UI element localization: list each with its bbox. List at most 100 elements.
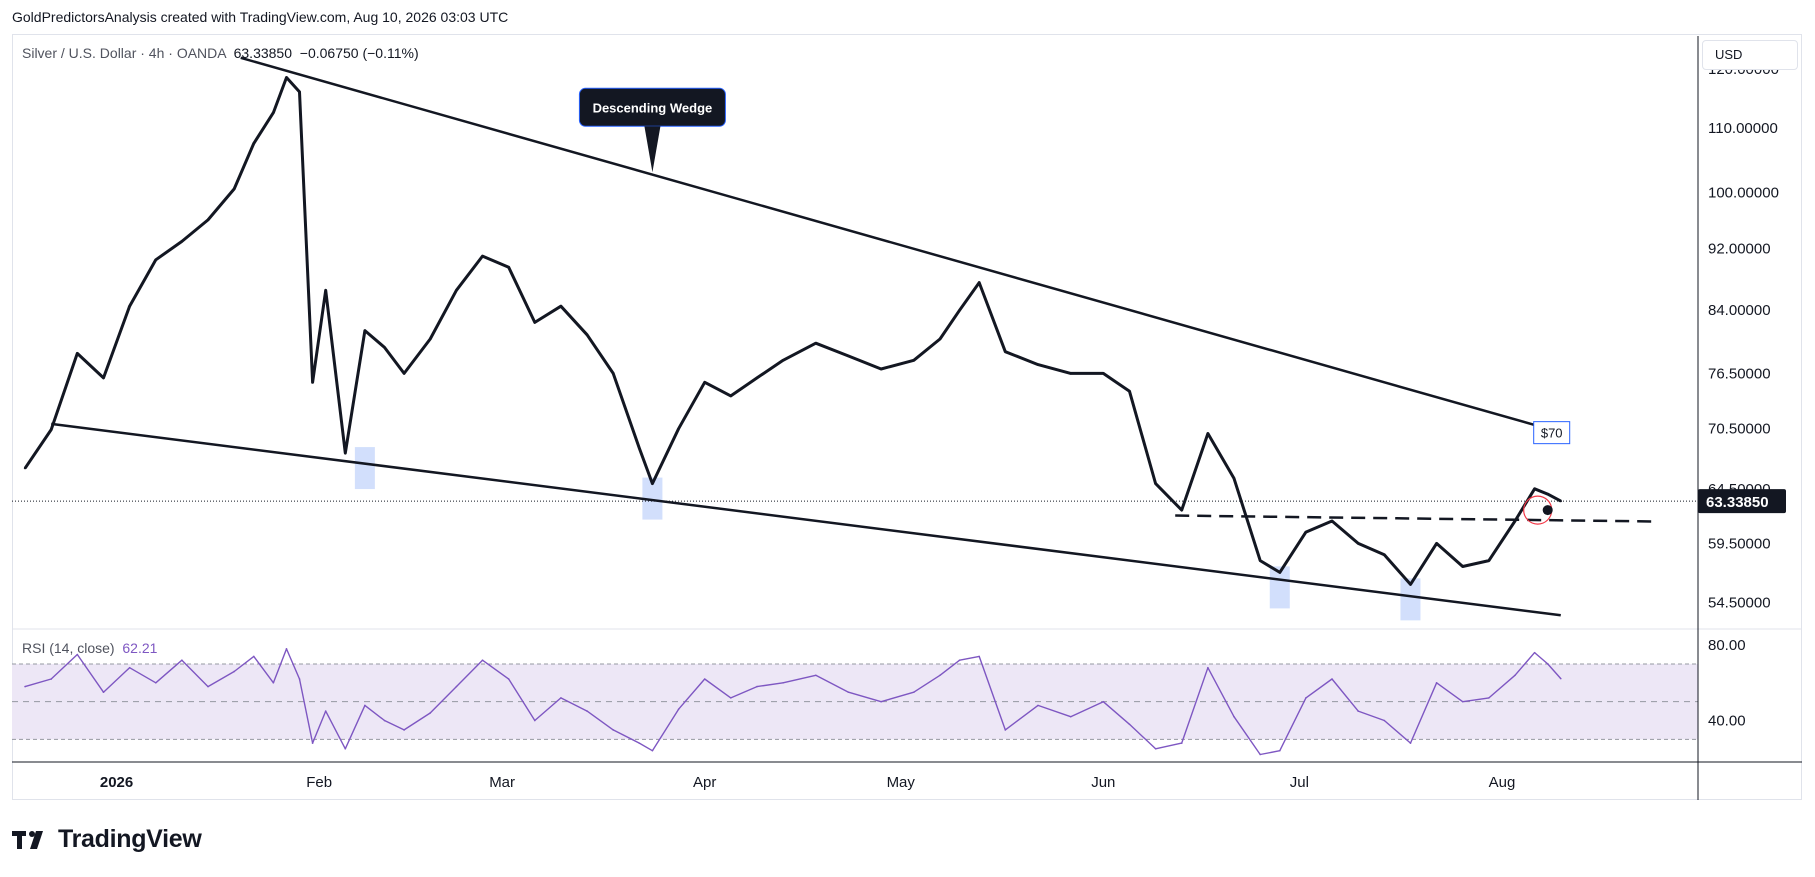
price-point [76,352,79,355]
rsi-point [311,742,314,744]
price-point [1487,559,1491,562]
rsi-layer [24,648,1562,756]
price-point [363,329,367,332]
rsi-legend[interactable]: RSI (14, close) 62.21 [22,640,157,656]
rsi-point [1435,682,1438,684]
rsi-point [154,682,157,684]
price-point [1004,350,1007,353]
symbol-legend[interactable]: Silver / U.S. Dollar · 4h · OANDA 63.338… [22,45,419,61]
time-axis-tick-label: 2026 [100,774,133,791]
rsi-point [507,678,510,680]
price-point [1102,372,1105,375]
time-axis-tick-label: Feb [306,774,332,791]
rsi-point [1004,729,1007,731]
price-point [311,381,314,384]
chart-frame [12,34,1802,800]
rsi-point [50,678,53,680]
price-point [781,359,785,362]
support-dashed-line[interactable] [1175,514,1659,523]
price-series-line[interactable] [23,76,1562,586]
price-point [638,446,641,450]
rsi-point [207,685,209,688]
rsi-point [1278,749,1281,752]
price-point [1232,477,1236,480]
time-axis-tick-label: May [887,774,916,791]
price-point [977,281,981,284]
rsi-point [403,729,405,731]
highlight-layer [354,447,1421,621]
wedge-upper-trendline[interactable] [240,56,1549,430]
rsi-point [481,659,484,661]
rsi-point [782,682,784,684]
currency-button[interactable]: USD [1702,40,1798,70]
price-axis-tick-label: 76.50000 [1708,365,1771,382]
price-axis-tick-label: 84.00000 [1708,302,1771,319]
price-point [1546,492,1549,496]
price-70-label: $70 [1541,426,1563,441]
price-point [958,308,961,312]
rsi-axis-tick-label: 40.00 [1708,713,1746,730]
rsi-point [1383,719,1386,722]
price-point [383,346,386,349]
tradingview-logo[interactable]: TradingView [12,825,202,854]
rsi-point [1069,715,1072,718]
rsi-point [1259,753,1261,756]
swing-low-highlight [1400,578,1421,621]
price-point [612,372,615,375]
price-point [1435,542,1438,545]
rsi-point [814,674,817,677]
price-point [814,341,817,345]
price-point [1409,583,1412,586]
price-point [1461,565,1464,568]
rsi-band-layer [12,663,1698,740]
rsi-point [298,678,301,680]
rsi-point [1207,666,1209,669]
rsi-point [638,742,641,744]
rsi-point [1357,710,1359,712]
rsi-point [1546,663,1549,665]
wedge-layer [12,56,1698,617]
rsi-point [233,670,235,673]
rsi-point [1305,697,1307,699]
time-axis-tick-label: Mar [489,774,515,791]
rsi-point [24,685,26,688]
price-point [585,333,589,336]
price-point [533,321,536,324]
rsi-point [272,682,275,684]
price-axis-tick-label: 59.50000 [1708,535,1771,552]
price-point [1206,432,1210,435]
swing-low-highlight [354,447,375,490]
rsi-series-line[interactable] [24,648,1562,756]
time-axis-tick-label: Jun [1091,774,1115,791]
rsi-point [1037,704,1039,707]
price-point [1278,571,1281,574]
rsi-point [1102,700,1105,703]
price-point [507,266,510,269]
price-point [455,289,458,292]
rsi-value: 62.21 [122,640,158,656]
price-point [938,337,942,341]
rsi-label: RSI (14, close) [22,640,115,656]
price-point [729,394,733,398]
price-point [912,359,916,362]
rsi-point [1559,677,1562,680]
price-point [1069,372,1072,375]
rsi-point [1180,742,1183,744]
rsi-point [1461,700,1464,703]
price-point [879,367,883,371]
price-point [1036,363,1040,366]
price-point [1304,530,1308,534]
price-point [1258,559,1262,562]
rsi-point [730,697,732,699]
price-change: −0.06750 (−0.11%) [299,45,419,61]
price-point [252,142,255,145]
wedge-lower-trendline[interactable] [51,422,1561,617]
price-point [703,381,706,384]
rsi-point [651,749,654,752]
price-point [154,258,157,261]
price-70-label-box[interactable] [1533,421,1571,445]
rsi-point [1409,742,1412,744]
price-point [285,76,288,79]
rsi-point [1514,674,1516,677]
